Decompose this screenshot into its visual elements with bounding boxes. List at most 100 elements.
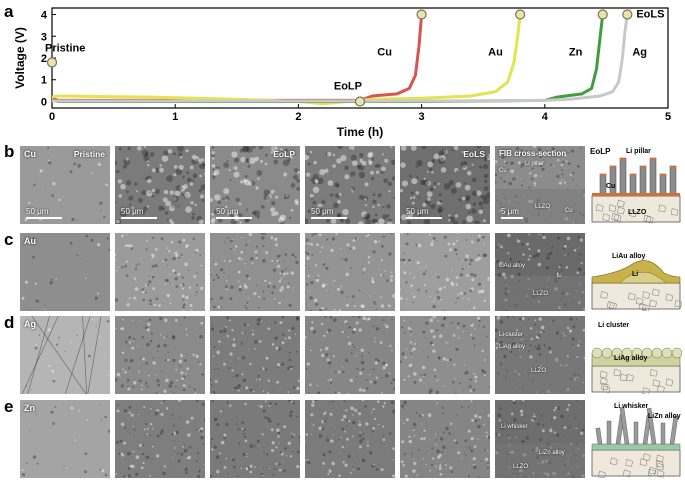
panel-label-a: a xyxy=(4,2,14,21)
schematic-label: Cu xyxy=(606,183,616,190)
sem-texture xyxy=(400,400,490,478)
cu-cap xyxy=(630,174,636,176)
panel-label-b: b xyxy=(4,142,15,161)
sem-image-zn-2 xyxy=(115,400,205,478)
y-tick-label: 2 xyxy=(41,53,47,65)
llzo-grain xyxy=(642,387,650,394)
sem-texture xyxy=(495,233,585,311)
sem-image-au-3 xyxy=(210,233,300,311)
x-tick-label: 2 xyxy=(295,111,301,123)
llzo-grain xyxy=(643,453,651,461)
series-label-zn: Zn xyxy=(569,46,583,58)
sem-image-au-2 xyxy=(115,233,205,311)
li-pillar xyxy=(629,173,637,195)
sem-texture xyxy=(21,234,110,311)
llzo-grain xyxy=(610,457,618,465)
cu-cap xyxy=(650,158,656,160)
cu-layer xyxy=(592,193,680,196)
llzo-grain xyxy=(613,213,622,222)
llzo-grain xyxy=(670,208,679,216)
schematic-label: LiAu alloy xyxy=(612,253,646,260)
chart-series xyxy=(51,14,629,106)
sem-image-au-5 xyxy=(400,233,490,311)
sem-image-cu-5: EoLS 50 μm xyxy=(400,146,490,224)
chart-markers xyxy=(46,9,633,107)
pristine-label: Pristine xyxy=(45,42,85,54)
scale-bar-label: 50 μm xyxy=(121,207,144,216)
llzo-grain xyxy=(674,299,682,308)
sem-image-zn-6: Li whisker LiZn alloy LLZO xyxy=(495,400,585,478)
schematic-zn xyxy=(591,406,681,478)
llzo-grain xyxy=(638,302,647,311)
y-tick-label: 1 xyxy=(41,75,47,87)
series-line-ag xyxy=(52,14,629,103)
llzo-grain xyxy=(608,204,617,212)
llzo-grain xyxy=(657,385,665,393)
series-label-ag: Ag xyxy=(632,46,647,58)
schematic-label: Li xyxy=(632,271,639,278)
cu-cap xyxy=(670,166,676,168)
sem-texture xyxy=(400,146,490,224)
fib-annotation: Li cluster xyxy=(499,332,524,338)
llzo-grain xyxy=(599,370,608,379)
schematic-label: LiAg alloy xyxy=(614,355,648,362)
y-tick-label: 0 xyxy=(41,96,47,108)
llzo-grain xyxy=(625,459,633,467)
sem-image-ag-6: Li cluster LiAg alloy LLZO xyxy=(495,316,585,394)
series-line-au xyxy=(51,14,522,106)
state-marker xyxy=(46,57,58,68)
sem-texture xyxy=(305,233,395,311)
llzo-grain xyxy=(649,299,657,308)
sem-texture xyxy=(20,316,110,394)
llzo-grain xyxy=(648,466,657,475)
cu-cap xyxy=(660,174,666,176)
scale-bar: 50 μm xyxy=(311,207,347,219)
llzo-grain xyxy=(611,212,620,221)
llzo-grain xyxy=(658,204,667,213)
llzo-grain xyxy=(595,203,604,212)
llzo-grain xyxy=(598,470,606,478)
scale-bar: 50 μm xyxy=(406,207,442,219)
llzo-grain xyxy=(642,303,650,311)
scale-bar-line xyxy=(311,217,347,219)
llzo-grain xyxy=(655,459,664,468)
chart-labels: Pristine EoLP EoLS Cu Au Zn Ag xyxy=(45,9,664,93)
fib-annotation: LiZn alloy xyxy=(539,450,565,456)
sem-image-cu-3: EoLP 50 μm xyxy=(210,146,300,224)
li-whisker xyxy=(646,407,657,445)
schematic-au xyxy=(591,260,682,311)
sem-image-zn-3 xyxy=(210,400,300,478)
sem-image-cu-2: 50 μm xyxy=(115,146,205,224)
li-pillar xyxy=(659,173,667,195)
fib-annotation: Cu xyxy=(565,208,573,214)
li-cluster-bump xyxy=(591,347,603,359)
state-label-eols: EoLS xyxy=(463,149,485,159)
llzo-grain xyxy=(646,215,654,224)
li-whisker xyxy=(660,422,666,445)
cu-cap xyxy=(610,166,616,168)
scale-bar-label: 50 μm xyxy=(26,207,49,216)
li-pillar xyxy=(669,165,677,195)
llzo-substrate xyxy=(591,449,681,477)
llzo-grain xyxy=(602,213,610,221)
sem-texture xyxy=(400,316,490,394)
scale-bar: 50 μm xyxy=(121,207,157,219)
li-cluster-bump xyxy=(671,347,682,359)
panel-label-d: d xyxy=(4,313,15,332)
x-axis-label: Time (h) xyxy=(337,125,383,139)
li-pillar xyxy=(649,157,657,195)
li-cluster-bump xyxy=(661,347,673,359)
series-label-au: Au xyxy=(488,46,503,58)
li-deposit xyxy=(619,271,667,284)
llzo-grain xyxy=(665,293,674,302)
fib-scale-label: 5 μm xyxy=(501,207,519,216)
state-marker xyxy=(515,9,526,20)
llzo-grain xyxy=(647,468,656,477)
schematic-label: Li whisker xyxy=(614,403,649,410)
scale-bar: 50 μm xyxy=(216,207,252,219)
series-line-cu xyxy=(51,14,424,102)
sem-image-ag-5 xyxy=(400,316,490,394)
sem-image-zn-1: Zn xyxy=(20,400,110,478)
scale-bar-label: 50 μm xyxy=(311,207,334,216)
llzo-grain xyxy=(628,292,636,301)
